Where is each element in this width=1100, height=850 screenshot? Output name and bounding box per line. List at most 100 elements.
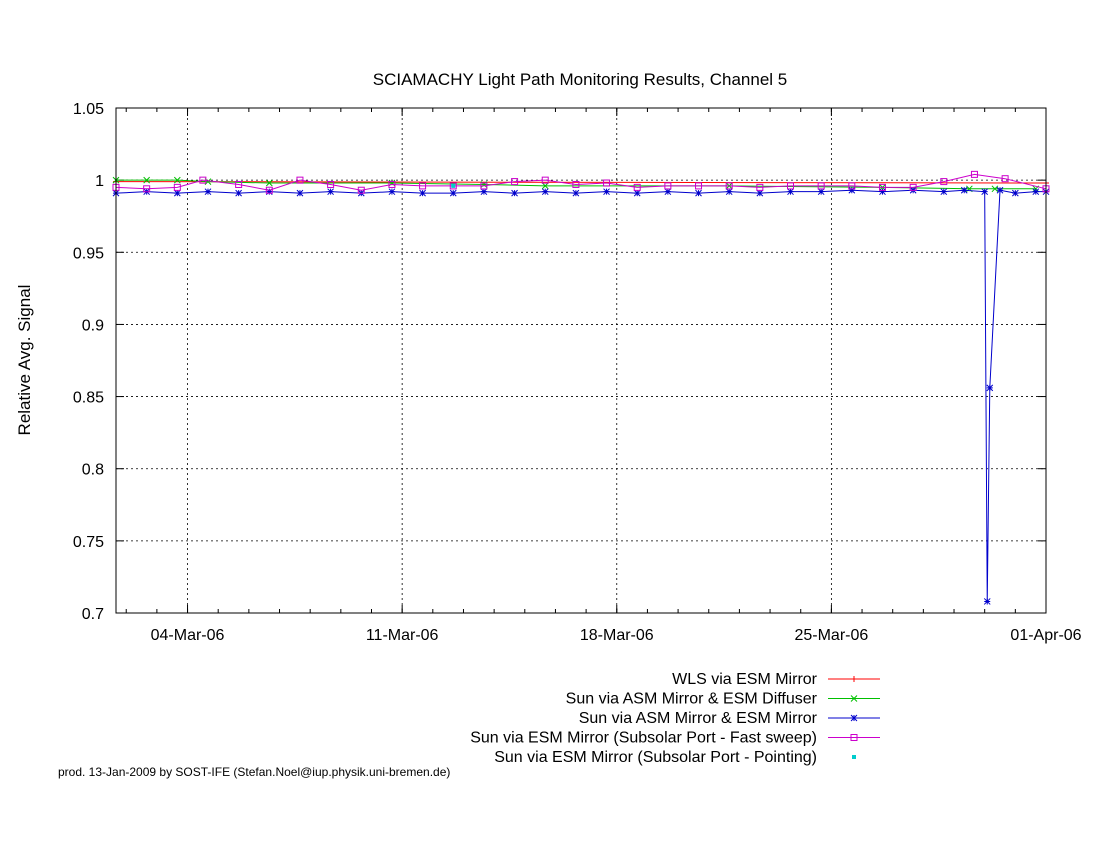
data-point bbox=[787, 182, 795, 190]
data-point bbox=[388, 180, 396, 188]
data-point bbox=[1001, 175, 1009, 183]
data-point bbox=[633, 183, 641, 191]
y-tick-label: 0.8 bbox=[82, 462, 104, 479]
data-point bbox=[235, 180, 243, 188]
y-tick-label: 0.7 bbox=[82, 606, 104, 623]
grid bbox=[116, 108, 1046, 613]
data-point bbox=[265, 186, 273, 194]
legend-entry: Sun via ESM Mirror (Subsolar Port - Fast… bbox=[470, 730, 880, 747]
data-point bbox=[756, 189, 764, 197]
data-point bbox=[199, 176, 207, 184]
data-point bbox=[909, 183, 917, 191]
legend-entry: Sun via ASM Mirror & ESM Mirror bbox=[579, 710, 880, 727]
data-point bbox=[725, 182, 733, 190]
legend-label: WLS via ESM Mirror bbox=[672, 671, 818, 688]
data-point bbox=[388, 188, 396, 196]
footer-credit: prod. 13-Jan-2009 by SOST-IFE (Stefan.No… bbox=[58, 765, 450, 779]
data-point bbox=[695, 189, 702, 197]
y-axis-label: Relative Avg. Signal bbox=[15, 285, 34, 436]
data-point bbox=[996, 186, 1004, 194]
x-tick-label: 11-Mar-06 bbox=[366, 627, 439, 644]
data-point bbox=[851, 676, 857, 682]
data-point bbox=[572, 180, 580, 188]
data-point bbox=[878, 183, 886, 191]
y-tick-label: 0.95 bbox=[73, 245, 104, 262]
chart-title: SCIAMACHY Light Path Monitoring Results,… bbox=[373, 70, 788, 89]
data-point bbox=[357, 186, 365, 194]
y-tick-label: 1 bbox=[95, 173, 104, 190]
data-point bbox=[173, 176, 181, 184]
y-tick-label: 1.05 bbox=[73, 101, 104, 118]
data-point bbox=[879, 188, 886, 196]
data-point bbox=[296, 176, 304, 184]
data-point bbox=[852, 755, 856, 759]
data-point bbox=[511, 178, 519, 186]
data-point bbox=[983, 598, 991, 605]
data-point bbox=[327, 180, 335, 188]
data-point bbox=[265, 188, 273, 196]
data-point bbox=[664, 182, 672, 190]
data-point bbox=[480, 182, 488, 190]
data-point bbox=[541, 188, 549, 196]
data-point bbox=[572, 189, 580, 197]
x-tick-label: 01-Apr-06 bbox=[1010, 627, 1081, 644]
data-point bbox=[986, 384, 994, 392]
data-point bbox=[449, 182, 457, 190]
data-point bbox=[235, 189, 242, 197]
data-point bbox=[850, 734, 858, 741]
data-point bbox=[603, 188, 610, 196]
data-point bbox=[850, 695, 858, 702]
data-point bbox=[541, 176, 549, 184]
data-point bbox=[419, 182, 427, 190]
series bbox=[112, 170, 1050, 605]
legend-label: Sun via ESM Mirror (Subsolar Port - Fast… bbox=[470, 730, 817, 747]
legend-entry: Sun via ESM Mirror (Subsolar Port - Poin… bbox=[494, 749, 856, 766]
data-point bbox=[143, 185, 151, 193]
data-point bbox=[848, 182, 856, 190]
data-point bbox=[817, 188, 825, 196]
data-point bbox=[296, 189, 304, 197]
legend-label: Sun via ASM Mirror & ESM Mirror bbox=[579, 710, 818, 727]
data-point bbox=[970, 170, 978, 178]
plot-frame bbox=[115, 107, 1047, 614]
series-line bbox=[115, 173, 1047, 191]
data-point bbox=[633, 189, 641, 197]
data-point bbox=[265, 179, 273, 187]
legend-label: Sun via ESM Mirror (Subsolar Port - Poin… bbox=[494, 749, 817, 766]
data-point bbox=[449, 189, 457, 197]
data-point bbox=[511, 189, 518, 197]
legend-label: Sun via ASM Mirror & ESM Diffuser bbox=[566, 691, 818, 708]
series-line bbox=[115, 189, 1046, 602]
series-group bbox=[112, 170, 1050, 194]
legend-entry: WLS via ESM Mirror bbox=[672, 671, 880, 688]
series-group bbox=[451, 183, 456, 188]
data-point bbox=[664, 188, 672, 196]
data-point bbox=[940, 178, 948, 186]
data-point bbox=[541, 182, 549, 190]
data-point bbox=[451, 183, 456, 188]
data-point bbox=[480, 188, 488, 196]
data-point bbox=[756, 183, 764, 191]
x-tick-label: 25-Mar-06 bbox=[794, 627, 868, 644]
data-point bbox=[817, 182, 825, 190]
x-tick-label: 18-Mar-06 bbox=[580, 627, 654, 644]
data-point bbox=[981, 188, 989, 196]
y-tick-label: 0.9 bbox=[82, 317, 104, 334]
data-point bbox=[204, 188, 212, 196]
data-point bbox=[850, 714, 858, 722]
data-point bbox=[173, 189, 181, 197]
data-point bbox=[787, 188, 794, 196]
data-point bbox=[143, 176, 151, 184]
data-point bbox=[848, 186, 856, 194]
data-point bbox=[940, 188, 948, 196]
data-point bbox=[725, 188, 733, 196]
data-point bbox=[960, 186, 968, 194]
y-tick-label: 0.85 bbox=[73, 390, 104, 407]
series-group bbox=[112, 186, 1050, 605]
data-point bbox=[419, 189, 426, 197]
legend-entry: Sun via ASM Mirror & ESM Diffuser bbox=[566, 691, 880, 708]
data-point bbox=[603, 179, 611, 187]
data-point bbox=[695, 182, 703, 190]
data-point bbox=[1032, 188, 1040, 196]
